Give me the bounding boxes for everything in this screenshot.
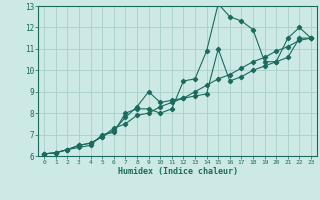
X-axis label: Humidex (Indice chaleur): Humidex (Indice chaleur) — [118, 167, 238, 176]
